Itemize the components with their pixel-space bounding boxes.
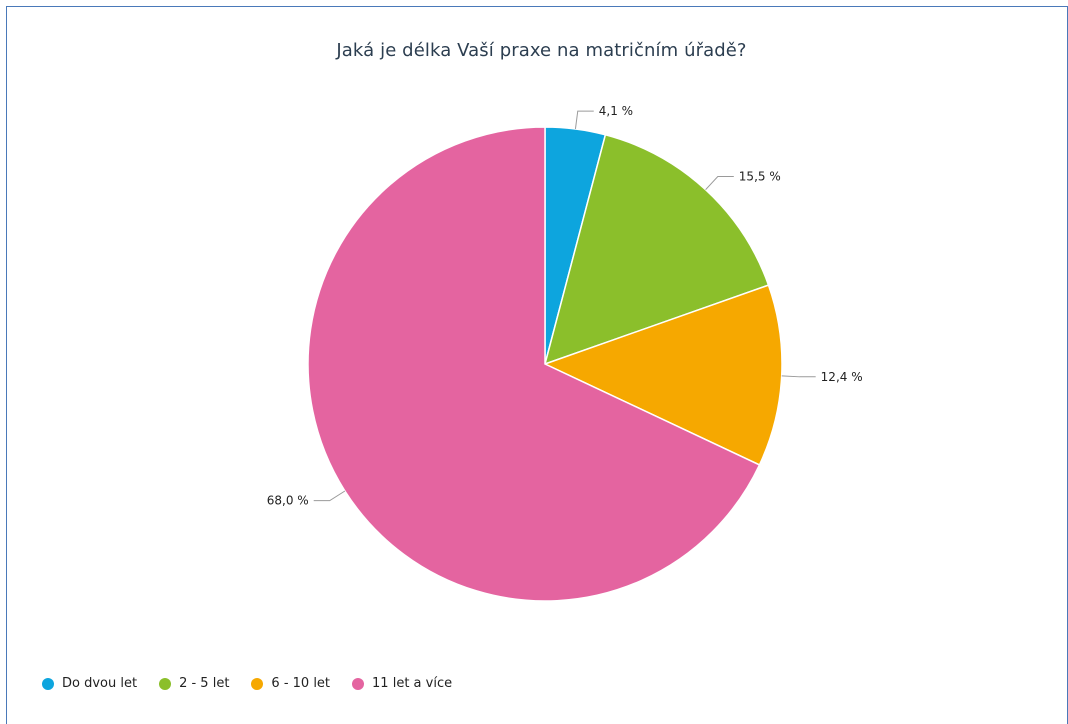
legend-marker-6-10-let (251, 677, 264, 690)
leader-line-1 (705, 175, 734, 191)
pie-slice-1[interactable] (543, 133, 770, 366)
legend-marker-11-let-a-vice (352, 677, 365, 690)
legend-item-do-dvou-let[interactable]: Do dvou let (42, 676, 137, 691)
pie-slice-3[interactable] (307, 126, 761, 602)
legend-label: Do dvou let (62, 676, 138, 691)
legend-marker-do-dvou-let (42, 677, 54, 690)
leader-line-3 (313, 490, 346, 502)
legend-label: 6 - 10 let (271, 676, 331, 691)
leader-line-0 (574, 110, 594, 130)
chart-legend: Do dvou let 2 - 5 let 6 - 10 let 11 let … (42, 676, 474, 691)
pie-slice-2[interactable] (543, 284, 783, 466)
legend-marker-2-5-let (159, 677, 172, 690)
leader-line-2 (781, 375, 816, 378)
legend-label: 11 let a více (372, 676, 453, 691)
legend-item-2-5-let[interactable]: 2 - 5 let (159, 676, 229, 691)
legend-item-11-let-a-vice[interactable]: 11 let a více (352, 676, 452, 691)
legend-item-6-10-let[interactable]: 6 - 10 let (251, 676, 330, 691)
data-label-0: 4,1 % (599, 104, 633, 118)
data-label-1: 15,5 % (739, 169, 781, 183)
data-label-2: 12,4 % (821, 370, 863, 384)
chart-title: Jaká je délka Vaší praxe na matričním úř… (336, 40, 747, 61)
legend-label: 2 - 5 let (179, 676, 230, 691)
data-label-3: 68,0 % (267, 494, 309, 508)
